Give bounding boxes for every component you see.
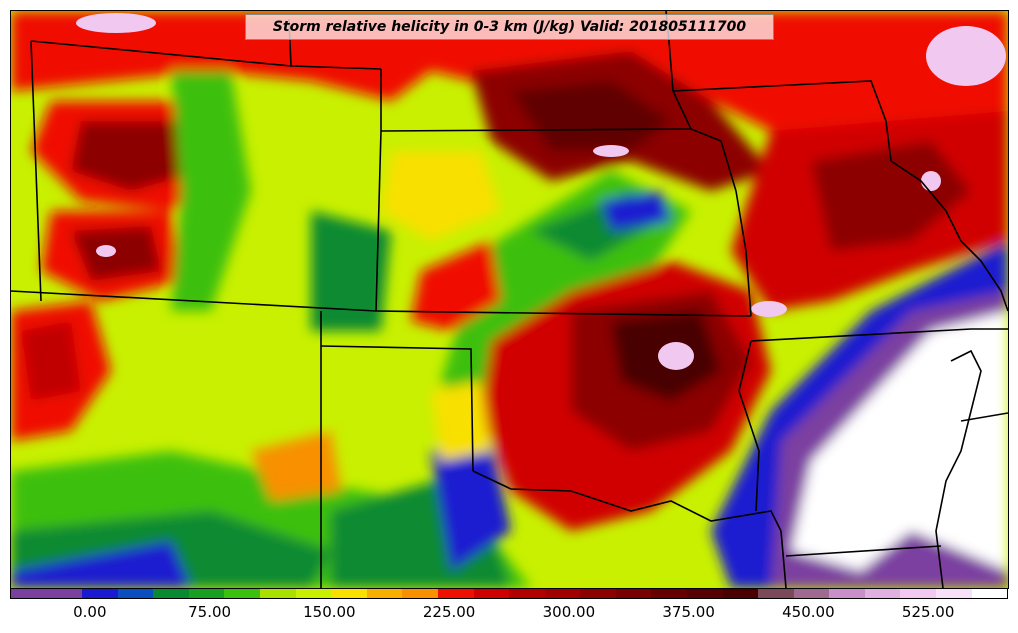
colorbar-ticks: 0.00 75.00 150.00 225.00 300.00 375.00 450.00 5…	[10, 603, 1008, 625]
map-panel	[10, 10, 1009, 589]
colorbar-tick-label: 375.00	[662, 603, 715, 621]
colorbar-segment	[936, 589, 972, 598]
colorbar-segment	[686, 589, 723, 598]
map-title-box: Storm relative helicity in 0-3 km (J/kg)…	[245, 14, 774, 40]
colorbar-tick-label: 525.00	[901, 603, 955, 621]
colorbar-segment	[864, 589, 901, 598]
colorbar-segment	[188, 589, 225, 598]
colorbar-segment	[509, 589, 545, 598]
colorbar-segment	[366, 589, 403, 598]
colorbar-segment	[260, 589, 296, 598]
helicity-field-map	[11, 11, 1008, 588]
map-title: Storm relative helicity in 0-3 km (J/kg)…	[272, 19, 747, 35]
colorbar-segment	[402, 589, 438, 598]
colorbar-segment	[722, 589, 759, 598]
high-value-spots	[76, 13, 1006, 370]
colorbar-segment	[117, 589, 154, 598]
colorbar-segment	[544, 589, 581, 598]
colorbar-segment	[971, 589, 1008, 598]
colorbar-segment	[331, 589, 367, 598]
colorbar-segment	[295, 589, 332, 598]
colorbar-segment	[758, 589, 794, 598]
colorbar-segment	[153, 589, 189, 598]
colorbar-segment	[829, 589, 865, 598]
colorbar-segment	[11, 589, 47, 598]
colorbar-segment	[224, 589, 261, 598]
colorbar-tick-label: 75.00	[188, 603, 232, 621]
helicity-fill	[11, 11, 1008, 588]
colorbar-segment	[580, 589, 616, 598]
colorbar-tick-label: 450.00	[782, 603, 835, 621]
colorbar-segment	[82, 589, 118, 598]
colorbar	[10, 588, 1008, 599]
colorbar-tick-label: 225.00	[422, 603, 476, 621]
colorbar-segment	[615, 589, 652, 598]
colorbar-tick-label: 0.00	[73, 603, 107, 621]
colorbar-tick-label: 300.00	[542, 603, 596, 621]
colorbar-segment	[473, 589, 510, 598]
colorbar-segment	[46, 589, 83, 598]
state-borders	[11, 11, 1008, 588]
colorbar-segment	[651, 589, 687, 598]
colorbar-tick-label: 150.00	[303, 603, 356, 621]
colorbar-segment	[793, 589, 830, 598]
colorbar-segment	[437, 589, 474, 598]
colorbar-segment	[900, 589, 937, 598]
